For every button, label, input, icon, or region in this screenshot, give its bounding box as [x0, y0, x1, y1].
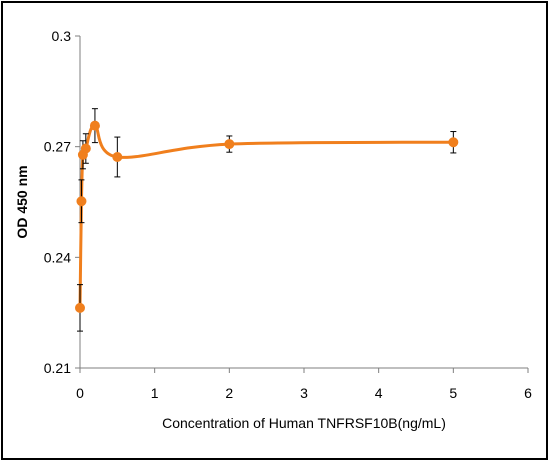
x-tick-label: 5: [449, 385, 457, 401]
x-tick-label: 0: [76, 385, 84, 401]
x-tick-label: 2: [225, 385, 233, 401]
x-tick-label: 3: [300, 385, 308, 401]
y-tick-label: 0.3: [52, 28, 72, 44]
y-tick-label: 0.24: [44, 249, 71, 265]
y-ticks: 0.21 0.24 0.27 0.3: [44, 28, 80, 376]
series-layer: [75, 108, 459, 332]
data-point: [112, 151, 123, 162]
data-point: [89, 120, 100, 131]
y-tick-label: 0.27: [44, 139, 71, 155]
y-tick-label: 0.21: [44, 360, 71, 376]
axes: [79, 36, 528, 369]
series-line: [78, 124, 454, 308]
data-point: [224, 139, 235, 150]
x-ticks: 0 1 2 3 4 5 6: [76, 368, 532, 401]
data-point: [80, 143, 91, 154]
x-tick-label: 1: [151, 385, 159, 401]
x-tick-label: 6: [524, 385, 532, 401]
data-point: [76, 196, 87, 207]
data-point: [448, 137, 459, 148]
x-axis-title: Concentration of Human TNFRSF10B(ng/mL): [162, 415, 446, 431]
data-point: [75, 302, 85, 313]
y-axis-title: OD 450 nm: [14, 165, 30, 238]
x-tick-label: 4: [375, 385, 383, 401]
